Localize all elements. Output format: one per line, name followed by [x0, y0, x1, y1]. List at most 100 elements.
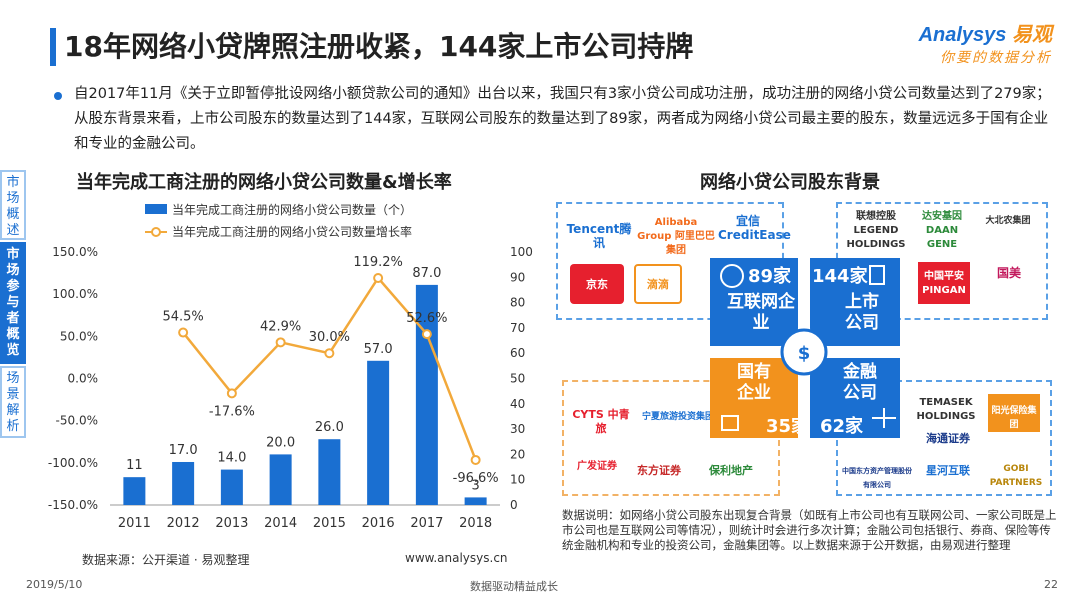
line-value-label: 54.5%: [162, 310, 203, 325]
legend-line-label: 当年完成工商注册的网络小贷公司数量增长率: [172, 224, 412, 239]
factory-icon: [721, 415, 739, 431]
side-tab-market-overview[interactable]: 市场概述: [0, 170, 26, 240]
line-point: [226, 388, 237, 399]
x-tick-label: 2018: [459, 516, 492, 531]
ningxia-logo: 宁夏旅游投资集团: [641, 412, 714, 422]
x-tick-label: 2015: [313, 516, 346, 531]
galaxy-logo: 星河互联: [926, 464, 970, 477]
x-tick-label: 2017: [410, 516, 443, 531]
logo-main: Analysys: [918, 24, 1007, 46]
line-point: [470, 454, 481, 465]
right-tick-label: 100: [510, 245, 533, 259]
legend-bar-swatch: [145, 204, 167, 214]
left-tick-label: -150.0%: [48, 498, 98, 512]
scale-icon: [872, 408, 896, 428]
daan-logo: 达安基因 DAAN GENE: [922, 211, 962, 250]
gf-securities-logo: 广发证券: [577, 461, 617, 472]
right-tick-label: 20: [510, 447, 525, 461]
china-orient-asset-logo: 中国东方资产管理股份有限公司: [842, 467, 912, 489]
listed-label: 144家 上市公司: [812, 266, 879, 333]
orient-securities-logo: 东方证券: [637, 464, 681, 477]
bullet-icon: [54, 92, 62, 100]
bar: [464, 497, 487, 505]
right-tick-label: 80: [510, 296, 525, 310]
poly-logo: 保利地产: [709, 464, 753, 477]
bar-value-label: 20.0: [266, 435, 295, 450]
bar-value-label: 17.0: [169, 443, 198, 458]
right-tick-label: 60: [510, 346, 525, 360]
left-tick-label: -100.0%: [48, 456, 98, 470]
legend-bar-label: 当年完成工商注册的网络小贷公司数量（个）: [172, 202, 412, 217]
bar-value-label: 3: [471, 478, 479, 493]
sunshine-insurance-logo: 阳光保险集团: [988, 394, 1040, 432]
globe-icon: [720, 264, 744, 288]
alibaba-logo: Alibaba Group 阿里巴巴集团: [637, 217, 715, 256]
x-tick-label: 2016: [362, 516, 395, 531]
data-note: 数据说明：如网络小贷公司股东出现复合背景（如既有上市公司也有互联网公司、一家公司…: [562, 508, 1057, 552]
bar: [367, 360, 390, 505]
line-point: [421, 329, 432, 340]
bar-value-label: 14.0: [217, 451, 246, 466]
line-value-label: 52.6%: [406, 311, 447, 326]
bar: [172, 461, 195, 505]
footer-slogan: 数据驱动精益成长: [470, 580, 558, 593]
x-tick-label: 2013: [215, 516, 248, 531]
logo-cn: 易观: [1012, 24, 1052, 46]
line-value-label: 30.0%: [309, 330, 350, 345]
finance-label: 金融公司 62家: [820, 362, 877, 437]
bar-value-label: 57.0: [364, 342, 393, 357]
right-tick-label: 70: [510, 321, 525, 335]
bar: [269, 454, 292, 505]
analysys-logo: Analysys 易观 你要的数据分析: [919, 18, 1052, 67]
chart-title: 当年完成工商注册的网络小贷公司数量&增长率: [76, 172, 452, 193]
right-tick-label: 90: [510, 270, 525, 284]
left-tick-label: -50.0%: [56, 414, 98, 428]
bar-value-label: 87.0: [412, 266, 441, 281]
bar: [415, 284, 438, 505]
side-tab-market-participants[interactable]: 市场参与者概览: [0, 242, 26, 364]
tencent-logo: Tencent腾讯: [566, 222, 632, 250]
source-url[interactable]: www.analysys.cn: [405, 551, 508, 565]
left-tick-label: 100.0%: [52, 287, 98, 301]
dbn-logo: 大北农集团: [985, 216, 1031, 226]
right-tick-label: 10: [510, 473, 525, 487]
logo-slogan: 你要的数据分析: [940, 50, 1052, 66]
quadrant-graphic: $: [710, 258, 900, 438]
x-tick-label: 2011: [118, 516, 151, 531]
left-tick-label: 0.0%: [68, 372, 99, 386]
page-number: 22: [1044, 578, 1058, 591]
gome-logo: 国美: [996, 266, 1021, 280]
bar-value-label: 11: [126, 458, 143, 473]
internet-quadrant: [710, 258, 798, 346]
jd-logo: 京东: [570, 264, 624, 304]
cyts-logo: CYTS 中青旅: [572, 408, 630, 435]
listed-quadrant: [810, 258, 900, 346]
pingan-logo: 中国平安 PINGAN: [918, 262, 970, 304]
temasek-logo: TEMASEK HOLDINGS: [916, 397, 976, 422]
right-tick-label: 30: [510, 422, 525, 436]
line-value-label: -96.6%: [453, 471, 499, 486]
legend-logo: 联想控股 LEGEND HOLDINGS: [846, 211, 906, 250]
line-point: [275, 337, 286, 348]
legend-line-marker: [151, 227, 161, 237]
footer-date: 2019/5/10: [26, 578, 83, 591]
side-tab-scenarios[interactable]: 场景解析: [0, 366, 26, 438]
creditease-logo: 宜信 CreditEase: [718, 214, 791, 242]
line-point: [324, 348, 335, 359]
right-tick-label: 40: [510, 397, 525, 411]
shareholder-title: 网络小贷公司股东背景: [700, 172, 880, 193]
bar: [123, 477, 146, 505]
line-value-label: 119.2%: [353, 255, 403, 270]
internet-label: 89家 互联网企业: [727, 266, 795, 333]
right-tick-label: 0: [510, 498, 518, 512]
line-value-label: -17.6%: [209, 404, 255, 419]
bar-value-label: 26.0: [315, 420, 344, 435]
building-icon: [869, 265, 885, 285]
bar-line-chart: 当年完成工商注册的网络小贷公司数量（个） 当年完成工商注册的网络小贷公司数量增长率…: [48, 202, 533, 531]
didi-logo: 滴滴: [634, 264, 682, 304]
page-title: 18年网络小贷牌照注册收紧，144家上市公司持牌: [64, 30, 694, 63]
state-label: 国有企业 35家: [737, 362, 809, 437]
haitong-logo: 海通证券: [926, 432, 970, 445]
dollar-icon: $: [798, 343, 811, 364]
bar: [318, 439, 341, 505]
